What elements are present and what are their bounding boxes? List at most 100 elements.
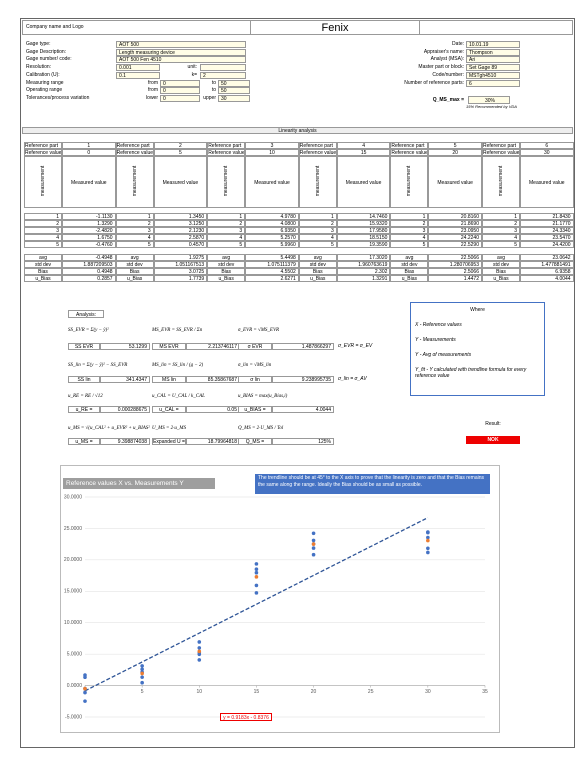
y-tick-label: 5.0000 xyxy=(67,651,83,657)
measured-value: 23.5470 xyxy=(520,234,574,241)
to-value: 50 xyxy=(218,79,250,87)
ref-part-label: Reference part xyxy=(298,142,337,149)
header-cell xyxy=(390,156,429,208)
result-label: u_BIAS = xyxy=(238,406,272,413)
result-label: Expanded U = xyxy=(152,438,186,445)
formula: Q_MS = 2·U_MS / Tol xyxy=(238,426,284,431)
header-cell xyxy=(24,156,62,208)
stat-label: std dev xyxy=(207,261,246,268)
data-point xyxy=(254,591,259,595)
field-label: Gage type: xyxy=(26,41,51,47)
measured-value: 17.9580 xyxy=(336,227,391,234)
data-point xyxy=(197,658,202,662)
measured-value: 21.8430 xyxy=(520,213,574,220)
measured-value: 14.7460 xyxy=(336,213,391,220)
k-value: 2 xyxy=(200,71,246,79)
qms-max-label: Q_MS_max = xyxy=(432,97,464,103)
ref-part: 5 xyxy=(428,142,482,149)
stat-label: std dev xyxy=(298,261,337,268)
measured-value: 3.1250 xyxy=(153,220,208,227)
legend-box xyxy=(410,302,545,396)
y-tick-label: -5.0000 xyxy=(65,714,82,720)
result-label: u_CAL = xyxy=(152,406,186,413)
to-value: 30 xyxy=(218,94,250,102)
stat-label: Bias xyxy=(207,268,246,275)
stat-value: 2.6271 xyxy=(245,275,299,282)
stat-label: Bias xyxy=(298,268,337,275)
stat-label: std dev xyxy=(115,261,154,268)
to-label: to xyxy=(211,87,216,94)
measurement-number: 1 xyxy=(482,213,520,220)
measurement-number: 4 xyxy=(207,234,246,241)
field-label: Calibration (U): xyxy=(26,71,60,78)
ref-value-label: Reference value xyxy=(298,149,337,156)
result-label: u_MS = xyxy=(68,438,100,445)
measured-value: 22.5290 xyxy=(428,241,482,248)
measured-value: 5.2570 xyxy=(245,234,299,241)
stat-value: 23.0642 xyxy=(520,254,574,261)
header-cell xyxy=(207,156,246,208)
field-value: AOT 500 xyxy=(116,41,246,48)
chart-frame xyxy=(60,465,500,733)
measurement-header: measurement xyxy=(498,165,504,197)
measurement-number: 4 xyxy=(24,234,62,241)
data-point xyxy=(311,552,316,557)
measurement-number: 4 xyxy=(482,234,520,241)
data-point xyxy=(83,690,87,695)
legend-line: X - Reference values xyxy=(415,322,462,328)
stat-value: 2.5066 xyxy=(428,268,482,275)
chart: -5.0000 0.0000 5.0000 10.0000 15.0000 20.0000… xyxy=(64,494,488,720)
analysis-label: Analysis: xyxy=(68,310,104,318)
data-point xyxy=(254,583,259,588)
formula: MS_EVR = SS_EVR / Σn xyxy=(152,328,203,333)
data-point xyxy=(254,562,259,566)
data-point xyxy=(426,538,430,543)
measured-value: 6.9350 xyxy=(245,227,299,234)
result-label: Q_MS = xyxy=(238,438,272,445)
field-label: Code/number: xyxy=(432,71,464,78)
ref-part: 1 xyxy=(62,142,116,149)
ref-value-label: Reference value xyxy=(115,149,154,156)
data-point xyxy=(254,575,259,579)
data-point xyxy=(197,649,202,654)
from-value: 0 xyxy=(160,94,200,102)
ref-value: 15 xyxy=(336,149,391,156)
company: Company name and Logo xyxy=(26,24,84,30)
data-point xyxy=(140,675,144,679)
legend-title: Where xyxy=(470,307,485,313)
stat-value: 5.4498 xyxy=(245,254,299,261)
stat-label: std dev xyxy=(390,261,429,268)
measured-value: 24.2240 xyxy=(428,234,482,241)
from-label: from xyxy=(148,87,158,94)
result-value: 125% xyxy=(272,438,334,445)
stat-value: 1.477881491 xyxy=(520,261,574,268)
formula-note: σ_EVR = σ_EV xyxy=(338,343,373,349)
measurement-number: 5 xyxy=(115,241,154,248)
stat-value: 1.7739 xyxy=(153,275,208,282)
x-tick-label: 10 xyxy=(197,689,203,695)
measured-value: 4.0800 xyxy=(245,220,299,227)
result-value: 0.05 xyxy=(186,406,240,413)
qms-note: 15% Recommended by VDA xyxy=(466,104,517,109)
result-value: 0.000288675 xyxy=(100,406,150,413)
stat-value: -0.4948 xyxy=(62,254,116,261)
ref-value: 20 xyxy=(428,149,482,156)
stat-label: avg xyxy=(207,254,246,261)
ref-part-label: Reference part xyxy=(24,142,62,149)
stat-label: Bias xyxy=(482,268,520,275)
stat-value: 4.5502 xyxy=(245,268,299,275)
stat-label: u_Bias xyxy=(390,275,429,282)
trendline xyxy=(84,517,429,692)
stat-label: avg xyxy=(24,254,62,261)
measurement-header: measurement xyxy=(406,165,413,197)
field-value xyxy=(200,64,246,72)
stat-label: Bias xyxy=(24,268,62,275)
data-point xyxy=(140,664,144,668)
result-label: σ EVR xyxy=(238,343,272,350)
result-value: 9.398874038 xyxy=(100,438,150,445)
measurement-number: 5 xyxy=(24,241,62,248)
formula: σ_lin = √MS_lin xyxy=(238,363,272,368)
field-value: 10.01.19 xyxy=(466,41,520,48)
x-tick-label: 30 xyxy=(425,689,431,695)
